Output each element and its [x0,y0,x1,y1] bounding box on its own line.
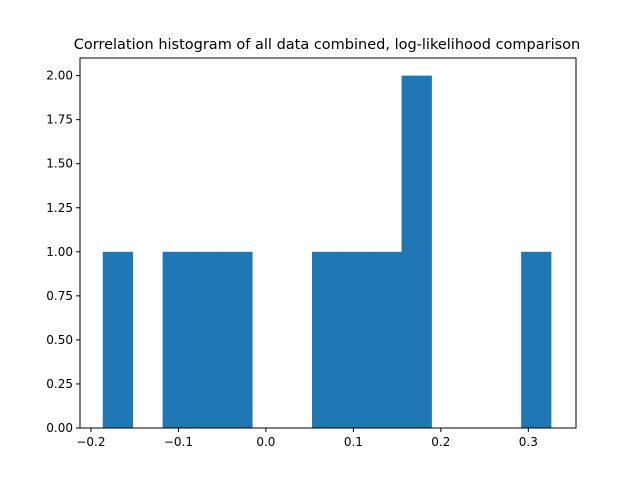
histogram-bar-2 [162,251,193,428]
y-tick-label-0: 0.00 [46,421,73,435]
histogram-bar-9 [371,251,402,428]
histogram-bar-10 [401,75,432,428]
x-tick-label-1: −0.1 [164,435,193,449]
x-tick-label-2: 0.0 [256,435,275,449]
histogram-bars [102,75,552,428]
x-tick-label-0: −0.2 [76,435,105,449]
x-tick-label-5: 0.3 [519,435,538,449]
y-tick-label-2: 0.50 [46,333,73,347]
y-tick-label-4: 1.00 [46,245,73,259]
histogram-bar-0 [102,251,134,428]
y-tick-label-7: 1.75 [46,113,73,127]
y-axis: 0.00 0.25 0.50 0.75 1.00 1.25 1.50 1.75 2.00 [46,69,80,435]
y-tick-label-8: 2.00 [46,69,73,83]
chart-title: Correlation histogram of all data combin… [74,37,580,53]
histogram-bar-7 [311,251,343,428]
x-axis: −0.2 −0.1 0.0 0.1 0.2 0.3 [76,428,538,449]
histogram-bar-8 [341,251,373,428]
y-tick-label-5: 1.25 [46,201,73,215]
x-tick-label-3: 0.1 [344,435,363,449]
y-tick-label-6: 1.50 [46,157,73,171]
histogram-bar-3 [192,251,223,428]
y-tick-label-1: 0.25 [46,377,73,391]
histogram-bar-14 [521,251,552,428]
y-tick-label-3: 0.75 [46,289,73,303]
histogram-bar-4 [222,251,253,428]
x-tick-label-4: 0.2 [431,435,450,449]
plot-frame [79,57,577,429]
